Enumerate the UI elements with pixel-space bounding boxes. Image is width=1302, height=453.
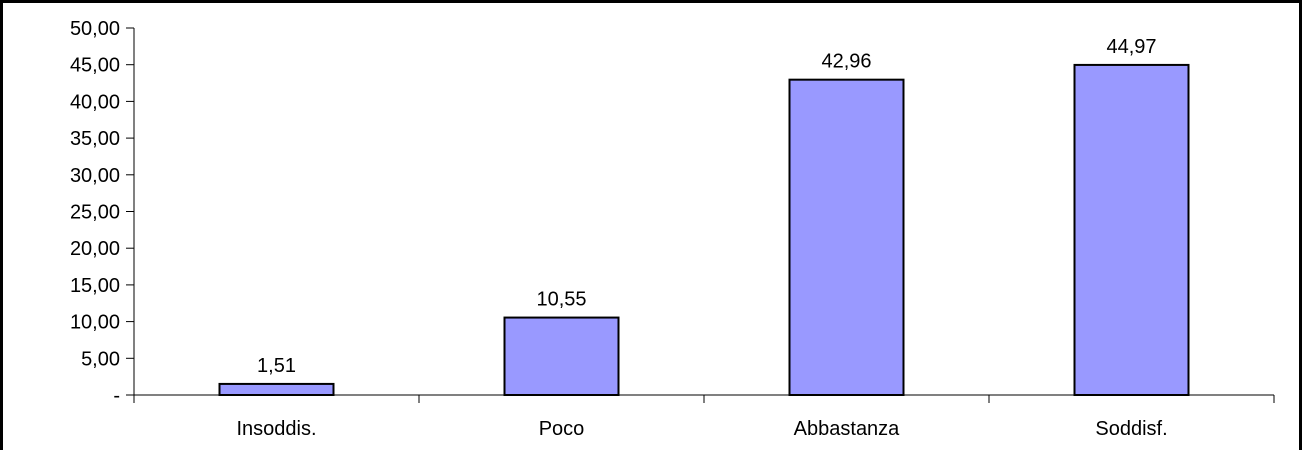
bar	[788, 78, 905, 396]
data-label: 1,51	[257, 355, 296, 377]
y-tick-label: 15,00	[70, 275, 120, 297]
y-tick-label: 10,00	[70, 312, 120, 334]
bar	[1073, 63, 1190, 397]
x-category-label: Insoddis.	[236, 418, 316, 440]
y-tick-label: 35,00	[70, 128, 120, 150]
data-label: 44,97	[1106, 36, 1156, 58]
y-tick-label: 20,00	[70, 238, 120, 260]
bar-chart: - 5,00 10,00 15,00 20,00 25,00 30,00 35,00 40,00…	[70, 18, 1275, 440]
y-tick-label: -	[113, 385, 120, 407]
bar	[218, 382, 335, 396]
y-tick-label: 30,00	[70, 165, 120, 187]
y-tick-label: 50,00	[70, 18, 120, 40]
bar	[503, 316, 620, 396]
y-tick-label: 25,00	[70, 202, 120, 224]
x-category-label: Soddisf.	[1095, 418, 1167, 440]
bars-group: 1,51 10,55 42,96 44,97	[218, 36, 1190, 397]
data-label: 42,96	[821, 51, 871, 73]
y-tick-label: 40,00	[70, 91, 120, 113]
y-tick-label: 45,00	[70, 55, 120, 77]
x-category-label: Abbastanza	[794, 418, 901, 440]
y-tick-label: 5,00	[81, 348, 120, 370]
y-axis-ticks: - 5,00 10,00 15,00 20,00 25,00 30,00 35,00 40,00…	[70, 18, 134, 407]
x-axis-ticks: Insoddis. Poco Abbastanza Soddisf.	[133, 395, 1275, 440]
x-category-label: Poco	[539, 418, 585, 440]
data-label: 10,55	[536, 289, 586, 311]
